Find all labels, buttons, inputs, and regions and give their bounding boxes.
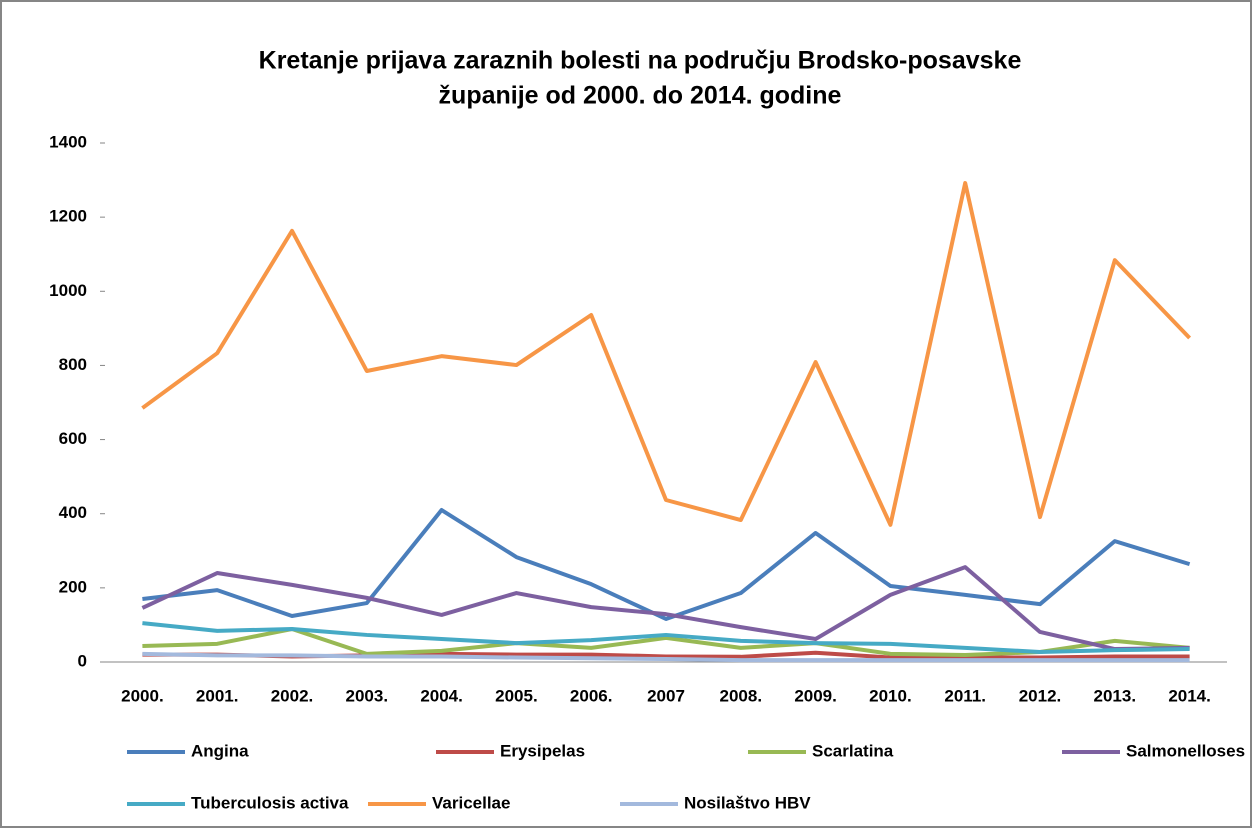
chart-title: Kretanje prijava zaraznih bolesti na pod…: [259, 47, 1022, 75]
y-tick-label: 600: [59, 429, 87, 448]
x-tick-label: 2003.: [346, 686, 389, 705]
y-tick-label: 1200: [49, 207, 87, 226]
x-tick-label: 2012.: [1019, 686, 1062, 705]
x-tick-label: 2008.: [720, 686, 763, 705]
legend-label: Nosilaštvo HBV: [684, 793, 811, 812]
series-line: [142, 508, 1191, 621]
chart-title: županije od 2000. do 2014. godine: [439, 82, 842, 110]
x-tick-label: 2010.: [869, 686, 912, 705]
x-tick-label: 2002.: [271, 686, 314, 705]
x-tick-label: 2000.: [121, 686, 164, 705]
legend-label: Tuberculosis activa: [191, 793, 349, 812]
series-line: [142, 627, 1190, 657]
legend-label: Salmonelloses: [1126, 741, 1245, 760]
x-tick-label: 2005.: [495, 686, 538, 705]
x-tick-label: 2009.: [794, 686, 837, 705]
series-line: [142, 651, 1190, 663]
series-line: [141, 565, 1190, 652]
x-tick-label: 2011.: [944, 686, 986, 705]
y-tick-label: 1000: [49, 281, 87, 300]
legend-label: Erysipelas: [500, 741, 585, 760]
y-tick-label: 800: [59, 355, 87, 374]
x-tick-label: 2013.: [1094, 686, 1137, 705]
x-tick-label: 2007: [647, 686, 685, 705]
x-tick-label: 2004.: [420, 686, 463, 705]
series-line: [141, 181, 1192, 527]
x-tick-label: 2014.: [1168, 686, 1211, 705]
y-tick-label: 200: [59, 577, 87, 596]
legend-label: Varicellae: [432, 793, 510, 812]
legend-label: Angina: [191, 741, 249, 760]
series-line: [142, 621, 1190, 654]
x-tick-label: 2006.: [570, 686, 613, 705]
x-tick-label: 2001.: [196, 686, 239, 705]
y-tick-label: 1400: [49, 132, 87, 151]
y-tick-label: 0: [78, 651, 87, 670]
y-tick-label: 400: [59, 503, 87, 522]
legend-label: Scarlatina: [812, 741, 894, 760]
